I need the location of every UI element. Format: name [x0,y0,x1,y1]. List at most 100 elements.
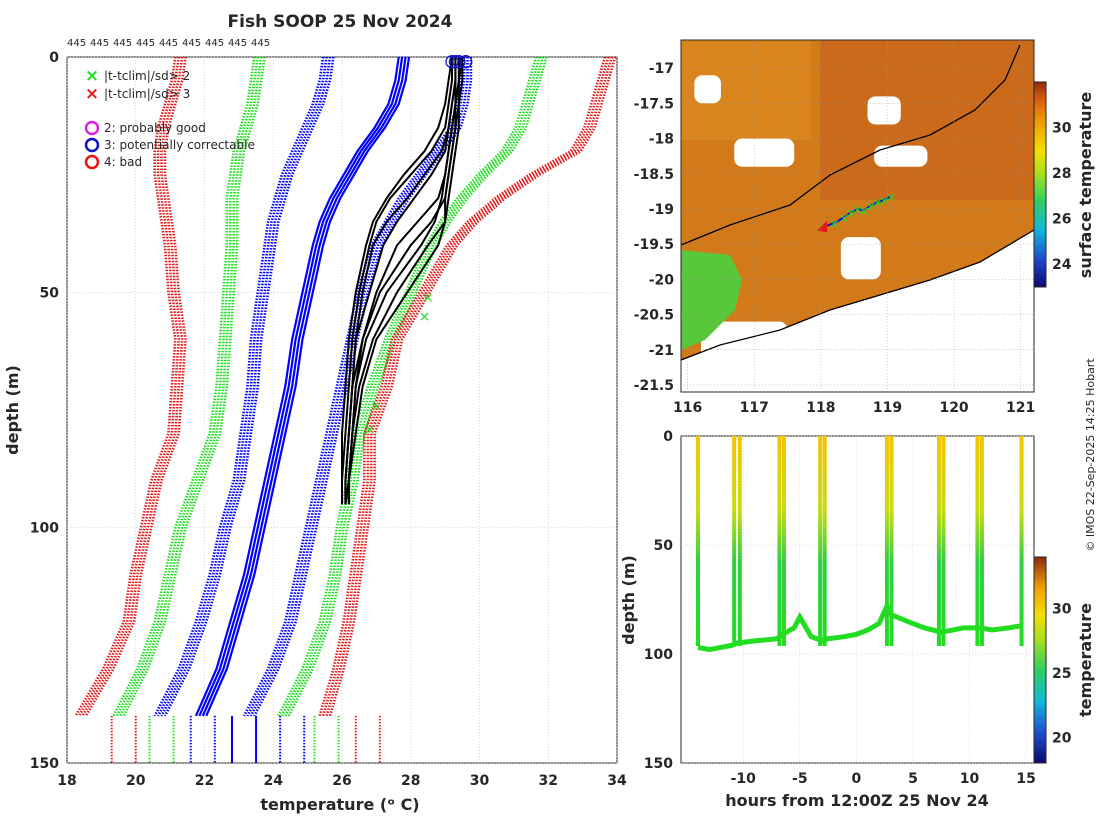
track-drop-marker: × [872,196,883,211]
drop-column [1019,436,1024,646]
map-y-tick-label: -20 [649,272,675,288]
flag-marker [459,55,473,69]
track-drop-marker: × [839,211,850,226]
legend-flag-label: 3: potentially correctable [104,138,255,152]
map-y-tick-label: -19.5 [634,237,674,253]
track-drop-marker: × [879,194,890,209]
profile-y-tick-label: 0 [49,50,59,66]
profile-series-line [77,56,181,717]
map-gridlines [681,40,1034,392]
sd-exceed-marker: × [371,398,383,414]
coastline [681,229,1034,361]
drop-column [777,436,782,646]
track-drop-marker: × [845,206,856,221]
section-x-axis-label: hours from 12:00Z 25 Nov 24 [725,791,988,810]
temperature-colorbar [1033,556,1047,764]
flag-marker [445,55,459,69]
observed-profile-line [341,56,453,505]
temperature-colorbar-ticks: 20 25 30 [1052,602,1072,747]
legend-x-marker: × [85,84,99,104]
map-chart: ×××××××××× 116 117 118 119 120 121 -17 -17.5 -18… [634,39,1095,416]
profile-top-count: 445 [182,38,201,49]
profile-top-count: 445 [90,38,109,49]
map-y-tick-label: -18.5 [634,167,674,183]
map-x-tick-label: 121 [1006,400,1035,416]
profile-series-line [112,56,256,717]
profile-top-count: 445 [159,38,178,49]
temperature-colorbar-label: temperature [1076,603,1095,717]
observed-profile-line [344,57,457,505]
profile-series-line [122,56,266,717]
sd-exceed-marker: × [364,422,376,438]
map-y-tick-label: -18 [649,132,674,148]
profile-top-count: 445 [228,38,247,49]
profile-chart: ×××× 445 445 445 445 445 445 445 445 445 18 20 22 2… [3,38,627,814]
drop-column [884,436,889,646]
profile-y-tick-label: 50 [40,285,60,301]
sd-exceed-marker: × [422,290,434,306]
ship-track: ×××××××××× [817,190,896,236]
cloud-patch [734,138,795,167]
legend-flag-circle [84,154,100,170]
map-x-tick-label: 118 [806,400,835,416]
sst-colorbar-label: surface temperature [1076,92,1095,279]
track-drop-marker: × [885,190,896,205]
legend-marker-label: |t-tclim|/sd> 3 [104,87,190,101]
section-x-tick-label: 0 [851,771,861,787]
map-y-tick-label: -21.5 [634,378,674,394]
flag-marker [452,55,466,69]
profile-x-tick-label: 34 [607,773,627,789]
cloud-patch [694,75,721,104]
profile-series-line [284,56,545,717]
profile-series-line [328,56,617,717]
temperature-colorbar-tick-label: 30 [1052,602,1072,618]
drop-column [695,436,700,646]
profile-top-count: 445 [113,38,132,49]
profile-y-tick-label: 150 [30,756,59,772]
profile-top-count: 445 [136,38,155,49]
profile-series-line [84,56,187,717]
profile-series-line [119,56,263,717]
profile-flag-markers: × × × × [364,55,473,438]
section-y-tick-label: 100 [644,647,673,663]
legend-flag-circle [84,137,100,153]
map-axis-ticks: 116 117 118 119 120 121 -17 -17.5 -18 -18.5 -19 -19… [634,61,1036,416]
drop-column [732,436,737,646]
profile-top-count: 445 [251,38,270,49]
profile-series-line [321,56,610,717]
section-x-tick-label: -5 [792,771,808,787]
section-data [695,436,1024,653]
cool-coastal-patch [681,250,742,350]
track-drop-marker: × [859,204,870,219]
profile-x-tick-label: 32 [539,773,558,789]
section-y-tick-label: 0 [663,429,673,445]
profile-axis-ticks: 18 20 22 24 26 28 30 32 34 0 50 100 150 [30,50,627,789]
profile-series [74,56,617,763]
sst-colorbar-ticks: 24 26 28 30 [1052,121,1072,274]
profile-y-tick-label: 100 [30,521,59,537]
sst-colorbar [1033,81,1047,288]
profile-series-line [115,56,260,717]
profile-series-line [287,56,548,717]
drop-column [975,436,980,646]
profile-series-line [201,56,407,717]
profile-x-tick-label: 30 [470,773,490,789]
map-y-tick-label: -21 [649,343,674,359]
drop-column [822,436,827,646]
legend-flag-circle [84,120,100,136]
profile-series-line [74,56,177,717]
track-drop-marker: × [829,217,840,232]
drop-column [979,436,984,646]
profile-series-line [325,56,614,717]
cloud-patch [874,145,928,167]
profile-x-tick-label: 22 [195,773,214,789]
ship-track-line [823,195,892,228]
sst-colorbar-tick-label: 30 [1052,121,1072,137]
profile-series-line [205,56,411,717]
profile-top-count: 445 [67,38,86,49]
cloud-patch [867,96,901,125]
legend-flag-label: 4: bad [104,155,142,169]
map-x-tick-label: 117 [740,400,769,416]
